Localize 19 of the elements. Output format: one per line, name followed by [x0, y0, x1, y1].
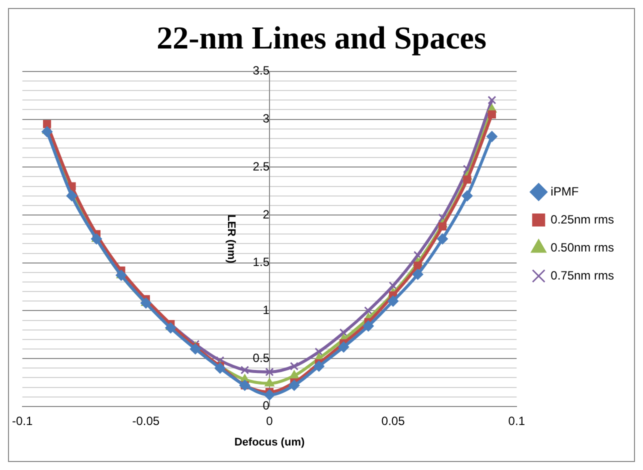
y-tick-label: 3.5 [252, 64, 270, 78]
legend-label: 0.25nm rms [550, 212, 614, 226]
x-tick-label: -0.05 [132, 414, 160, 428]
y-tick-label: 2 [262, 207, 270, 222]
x-axis-title: Defocus (um) [234, 436, 305, 448]
y-tick-label: 2.5 [252, 159, 270, 174]
x-tick-label: -0.1 [12, 414, 33, 428]
legend-label: iPMF [550, 184, 579, 198]
y-tick-label: 0.5 [252, 350, 270, 365]
y-tick-label: 3 [262, 112, 270, 126]
legend-label: 0.75nm rms [550, 268, 614, 282]
x-tick-label: 0.1 [508, 414, 526, 428]
x-tick-label: 0.05 [381, 414, 406, 428]
legend-label: 0.50nm rms [550, 240, 614, 254]
chart-title: 22-nm Lines and Spaces [156, 19, 486, 56]
y-axis-title: LER (nm) [225, 214, 238, 264]
y-tick-label: 1.5 [252, 255, 270, 270]
y-tick-label: 1 [262, 303, 270, 317]
y-tick-label: 0 [262, 398, 270, 413]
